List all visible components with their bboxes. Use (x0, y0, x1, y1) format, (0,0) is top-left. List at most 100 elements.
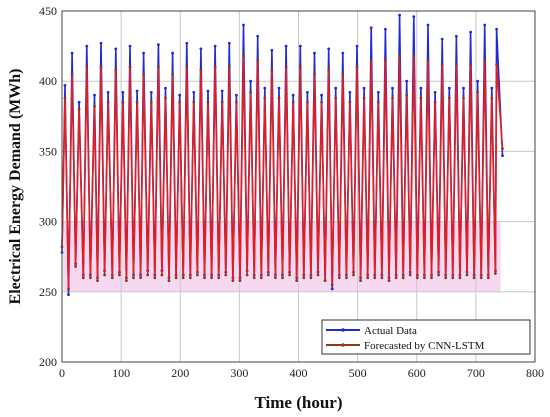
series-point-0 (106, 91, 110, 94)
series-point-0 (270, 48, 274, 52)
series-point-1 (142, 72, 146, 76)
series-point-1 (125, 279, 128, 282)
series-point-1 (135, 100, 139, 104)
series-point-1 (479, 276, 483, 280)
x-tick-label: 800 (526, 366, 544, 380)
series-point-1 (458, 276, 462, 280)
series-point-1 (235, 100, 238, 104)
series-point-0 (157, 43, 160, 47)
series-point-1 (291, 100, 295, 104)
x-tick-label: 500 (349, 366, 367, 380)
series-point-0 (376, 91, 380, 94)
series-point-1 (486, 276, 490, 280)
series-point-1 (139, 276, 143, 280)
series-point-1 (149, 100, 153, 104)
series-point-1 (419, 96, 423, 100)
series-point-0 (213, 44, 217, 48)
series-point-0 (341, 51, 345, 55)
series-point-1 (70, 72, 74, 76)
series-point-1 (242, 54, 245, 58)
series-point-1 (213, 65, 217, 69)
series-point-0 (440, 37, 444, 41)
series-point-0 (298, 44, 302, 48)
series-point-1 (121, 100, 125, 104)
series-point-1 (263, 96, 267, 100)
series-point-1 (437, 273, 440, 277)
x-tick-label: 400 (290, 366, 308, 380)
series-point-1 (210, 276, 214, 280)
series-point-0 (327, 47, 331, 51)
series-point-1 (224, 273, 228, 277)
series-point-1 (274, 276, 277, 280)
series-point-0 (495, 27, 498, 31)
legend-label-forecast: Forecasted by CNN-LSTM (364, 340, 485, 352)
series-point-1 (231, 279, 235, 282)
series-point-1 (174, 276, 178, 280)
series-point-1 (203, 276, 206, 280)
series-point-1 (341, 72, 345, 76)
series-point-1 (455, 63, 458, 66)
series-point-1 (106, 100, 110, 104)
series-point-1 (415, 276, 419, 280)
series-point-0 (121, 91, 125, 94)
series-point-0 (277, 86, 281, 90)
x-tick-label: 100 (112, 366, 130, 380)
series-point-1 (373, 276, 377, 280)
series-point-1 (245, 273, 249, 277)
series-point-1 (103, 273, 106, 277)
series-point-1 (408, 273, 412, 277)
series-point-0 (135, 89, 139, 93)
series-point-0 (114, 47, 118, 51)
series-point-1 (387, 279, 391, 282)
series-point-1 (398, 54, 401, 58)
series-point-0 (199, 47, 203, 51)
series-point-1 (476, 91, 479, 94)
y-tick-label: 450 (39, 4, 57, 18)
series-point-1 (401, 276, 405, 280)
series-point-0 (355, 44, 359, 48)
series-point-0 (256, 34, 260, 38)
series-point-0 (171, 51, 175, 55)
series-point-1 (196, 273, 199, 277)
y-tick-label: 350 (39, 144, 57, 158)
series-point-1 (359, 279, 362, 282)
series-point-0 (235, 93, 238, 97)
series-point-1 (252, 276, 256, 280)
series-point-0 (227, 41, 231, 45)
series-point-0 (426, 23, 430, 27)
series-layer (60, 13, 504, 296)
x-tick-label: 300 (230, 366, 248, 380)
series-point-1 (63, 96, 67, 100)
series-point-1 (284, 65, 288, 69)
series-point-1 (320, 100, 323, 104)
y-axis-title: Electrical Energy Demand (MWh) (7, 69, 24, 305)
tick-labels: 0 100 200 300 400 500 600 700 800 200 250 300 350 400… (39, 4, 544, 380)
series-point-1 (256, 58, 260, 62)
legend-marker-0 (341, 328, 345, 332)
series-point-0 (178, 93, 182, 97)
series-point-1 (288, 273, 291, 277)
series-point-0 (501, 154, 504, 158)
series-point-1 (110, 276, 114, 280)
series-point-1 (298, 65, 302, 69)
series-point-1 (362, 96, 366, 100)
series-point-0 (462, 86, 465, 90)
series-point-0 (419, 86, 423, 90)
series-point-0 (306, 91, 309, 94)
series-point-1 (494, 272, 497, 275)
series-point-0 (313, 51, 316, 55)
series-point-1 (433, 100, 437, 104)
series-point-1 (495, 63, 498, 66)
series-point-0 (412, 15, 416, 18)
y-tick-label: 200 (39, 355, 57, 369)
series-point-1 (199, 68, 203, 72)
series-point-1 (77, 107, 81, 111)
series-point-0 (447, 86, 451, 90)
y-tick-label: 300 (39, 215, 57, 229)
series-point-1 (376, 100, 380, 104)
series-point-1 (345, 276, 348, 280)
series-point-1 (270, 68, 274, 72)
legend-label-actual: Actual Data (364, 325, 417, 337)
series-point-1 (366, 276, 370, 280)
series-point-1 (277, 96, 281, 100)
